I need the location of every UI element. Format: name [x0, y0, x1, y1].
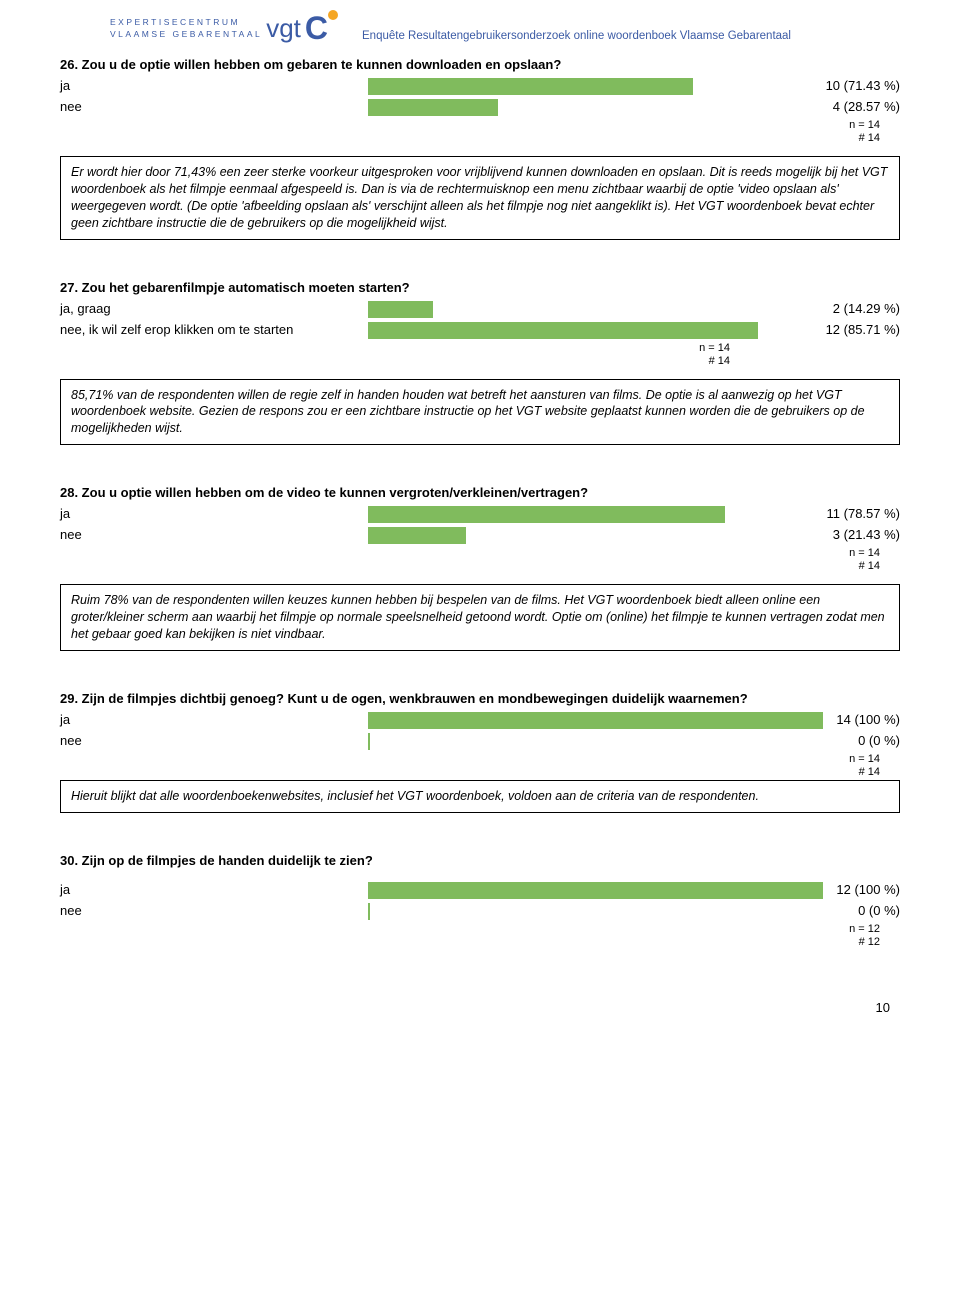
bar-label: ja	[60, 78, 70, 93]
bar-value: 12 (100 %)	[836, 882, 900, 897]
logo-line2: VLAAMSE GEBARENTAAL	[110, 29, 262, 40]
comment-box: Hieruit blijkt dat alle woordenboekenweb…	[60, 780, 900, 813]
n-line: n = 14	[60, 342, 900, 354]
bar-label: ja	[60, 712, 70, 727]
question-title: 27. Zou het gebarenfilmpje automatisch m…	[60, 280, 900, 295]
n-line: # 14	[60, 560, 900, 572]
bar-label: nee	[60, 99, 82, 114]
bar-fill	[368, 301, 433, 318]
bar-row: ja 10 (71.43 %)	[60, 77, 900, 97]
bar-fill	[368, 322, 758, 339]
bar-row: nee 3 (21.43 %)	[60, 526, 900, 546]
bar-value: 0 (0 %)	[858, 733, 900, 748]
n-line: n = 12	[60, 923, 900, 935]
n-line: n = 14	[60, 753, 900, 765]
comment-box: Er wordt hier door 71,43% een zeer sterk…	[60, 156, 900, 240]
bar-value: 3 (21.43 %)	[833, 527, 900, 542]
logo-c: C	[305, 10, 328, 47]
header-subtitle: Enquête Resultatengebruikersonderzoek on…	[362, 30, 910, 42]
page-content: 26. Zou u de optie willen hebben om geba…	[0, 57, 960, 994]
question-block: 26. Zou u de optie willen hebben om geba…	[60, 57, 900, 240]
logo-dot-icon	[328, 10, 338, 20]
bar-label: nee, ik wil zelf erop klikken om te star…	[60, 322, 293, 337]
bar-label: nee	[60, 527, 82, 542]
bar-row: nee 0 (0 %)	[60, 732, 900, 752]
comment-box: 85,71% van de respondenten willen de reg…	[60, 379, 900, 446]
n-line: # 14	[60, 766, 900, 778]
bar-value: 12 (85.71 %)	[826, 322, 900, 337]
bar-row: ja, graag 2 (14.29 %)	[60, 300, 900, 320]
question-block: 30. Zijn op de filmpjes de handen duidel…	[60, 853, 900, 948]
question-block: 29. Zijn de filmpjes dichtbij genoeg? Ku…	[60, 691, 900, 813]
bar-value: 4 (28.57 %)	[833, 99, 900, 114]
comment-box: Ruim 78% van de respondenten willen keuz…	[60, 584, 900, 651]
question-block: 28. Zou u optie willen hebben om de vide…	[60, 485, 900, 651]
question-title: 29. Zijn de filmpjes dichtbij genoeg? Ku…	[60, 691, 900, 706]
bar-row: ja 11 (78.57 %)	[60, 505, 900, 525]
bar-value: 14 (100 %)	[836, 712, 900, 727]
n-line: n = 14	[60, 547, 900, 559]
bar-label: nee	[60, 903, 82, 918]
question-title: 26. Zou u de optie willen hebben om geba…	[60, 57, 900, 72]
bar-label: ja	[60, 506, 70, 521]
bar-fill	[368, 733, 370, 750]
bar-value: 0 (0 %)	[858, 903, 900, 918]
question-block: 27. Zou het gebarenfilmpje automatisch m…	[60, 280, 900, 446]
bar-row: ja 12 (100 %)	[60, 881, 900, 901]
logo: EXPERTISECENTRUM VLAAMSE GEBARENTAAL vgt…	[110, 10, 342, 47]
page-header: EXPERTISECENTRUM VLAAMSE GEBARENTAAL vgt…	[0, 0, 960, 51]
bar-fill	[368, 903, 370, 920]
n-line: n = 14	[60, 119, 900, 131]
bar-fill	[368, 506, 725, 523]
question-title: 30. Zijn op de filmpjes de handen duidel…	[60, 853, 900, 868]
bar-fill	[368, 712, 823, 729]
bar-value: 2 (14.29 %)	[833, 301, 900, 316]
bar-row: nee 4 (28.57 %)	[60, 98, 900, 118]
bar-label: nee	[60, 733, 82, 748]
bar-label: ja	[60, 882, 70, 897]
logo-vgt: vgt	[266, 13, 301, 44]
bar-value: 10 (71.43 %)	[826, 78, 900, 93]
question-title: 28. Zou u optie willen hebben om de vide…	[60, 485, 900, 500]
bar-value: 11 (78.57 %)	[827, 506, 900, 521]
bar-row: nee, ik wil zelf erop klikken om te star…	[60, 321, 900, 341]
n-line: # 12	[60, 936, 900, 948]
n-line: # 14	[60, 355, 900, 367]
n-line: # 14	[60, 132, 900, 144]
bar-fill	[368, 99, 498, 116]
logo-line1: EXPERTISECENTRUM	[110, 17, 262, 28]
bar-row: ja 14 (100 %)	[60, 711, 900, 731]
bar-label: ja, graag	[60, 301, 111, 316]
bar-fill	[368, 78, 693, 95]
page-number: 10	[0, 1000, 960, 1015]
bar-fill	[368, 882, 823, 899]
bar-fill	[368, 527, 466, 544]
bar-row: nee 0 (0 %)	[60, 902, 900, 922]
